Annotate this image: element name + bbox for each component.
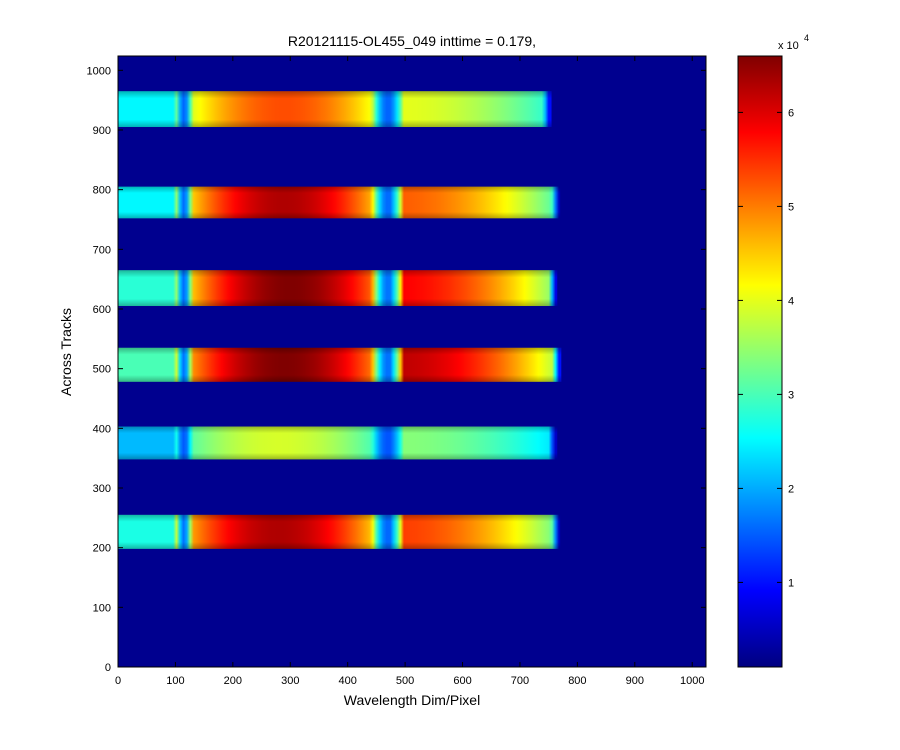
y-axis: 0 100 200 300 400 500 600 700 800 900 1000	[87, 65, 706, 674]
colorbar: 1 2 3 4 5 6	[737, 55, 794, 668]
y-tick-label: 100	[93, 602, 111, 614]
y-tick-label: 300	[93, 483, 111, 495]
band-edge-shade	[118, 514, 561, 549]
plot-area	[117, 55, 707, 668]
y-tick-label: 400	[93, 423, 111, 435]
x-axis-label: Wavelength Dim/Pixel	[344, 692, 480, 708]
y-tick-label: 500	[93, 364, 111, 376]
y-tick-label: 800	[93, 185, 111, 197]
band-edge-shade	[118, 347, 562, 382]
colorbar-tick-label: 2	[788, 483, 794, 495]
spectral-band	[118, 186, 561, 219]
y-tick-label: 700	[93, 244, 111, 256]
colorbar-exponent-power: 4	[804, 33, 809, 43]
x-tick-label: 100	[166, 675, 184, 687]
x-tick-label: 500	[396, 675, 414, 687]
y-tick-label: 0	[105, 662, 111, 674]
colorbar-tick-label: 5	[788, 201, 794, 213]
x-tick-label: 300	[281, 675, 299, 687]
chart-title: R20121115-OL455_049 inttime = 0.179,	[288, 33, 536, 49]
x-tick-label: 1000	[680, 675, 704, 687]
spectral-band	[118, 347, 562, 382]
y-axis-label: Across Tracks	[58, 308, 74, 396]
colorbar-gradient	[737, 55, 783, 668]
spectral-band	[118, 91, 552, 128]
x-tick-label: 900	[626, 675, 644, 687]
colorbar-tick-label: 6	[788, 107, 794, 119]
x-tick-label: 700	[511, 675, 529, 687]
x-tick-label: 200	[224, 675, 242, 687]
band-edge-shade	[118, 426, 558, 460]
colorbar-exponent-base: x 10	[778, 40, 799, 52]
y-tick-label: 900	[93, 125, 111, 137]
x-axis: 0 100 200 300 400 500 600 700 800 900 1000	[115, 56, 704, 687]
x-tick-label: 400	[339, 675, 357, 687]
y-tick-label: 200	[93, 543, 111, 555]
colorbar-tick-label: 4	[788, 295, 794, 307]
colorbar-tick-label: 1	[788, 577, 794, 589]
spectral-band	[118, 514, 561, 549]
band-edge-shade	[118, 270, 558, 307]
spectral-band	[118, 270, 558, 307]
colorbar-tick-label: 3	[788, 389, 794, 401]
x-tick-label: 800	[568, 675, 586, 687]
y-tick-label: 600	[93, 304, 111, 316]
x-tick-label: 600	[453, 675, 471, 687]
band-edge-shade	[118, 186, 561, 219]
y-tick-label: 1000	[87, 65, 111, 77]
spectral-band	[118, 426, 558, 460]
band-edge-shade	[118, 91, 552, 128]
plot-frame	[117, 55, 707, 668]
x-tick-label: 0	[115, 675, 121, 687]
